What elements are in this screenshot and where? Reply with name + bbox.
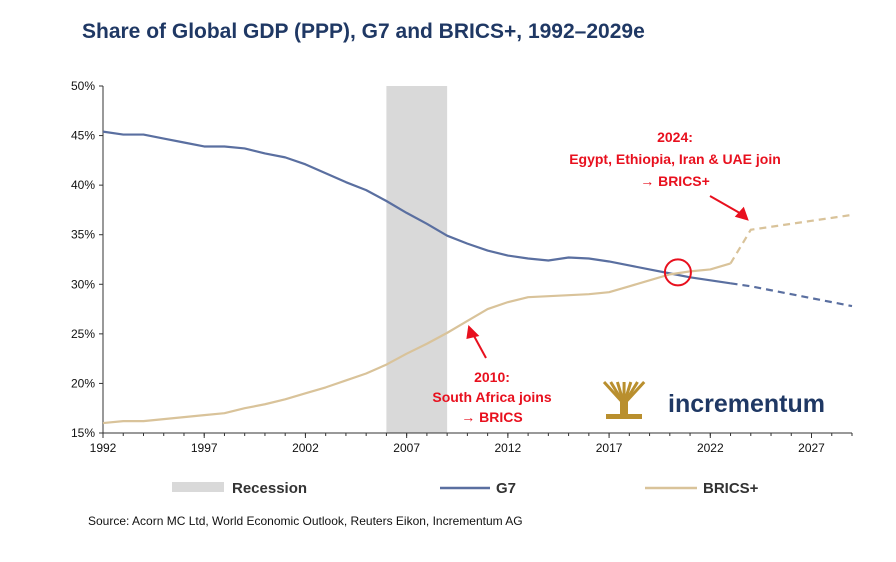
annotation-2024-line: 2024: <box>657 129 693 145</box>
y-tick-label: 40% <box>71 178 95 192</box>
y-tick-label: 35% <box>71 228 95 242</box>
crossover-circle <box>663 258 692 287</box>
series-g7-forecast <box>730 282 853 308</box>
annotation-2010-line: South Africa joins <box>432 389 551 405</box>
chart-title: Share of Global GDP (PPP), G7 and BRICS+… <box>82 20 645 43</box>
x-tick-label: 1997 <box>191 441 218 455</box>
annotation-2024-arrow <box>709 195 744 216</box>
x-tick-label: 2027 <box>798 441 825 455</box>
annotation-2010-line: → BRICS <box>461 409 522 425</box>
recession-band <box>386 86 448 433</box>
annotation-2024-line: → BRICS+ <box>640 173 710 189</box>
x-tick-label: 2012 <box>495 441 522 455</box>
series-g7-line <box>102 130 731 285</box>
incrementum-logo-icon <box>600 378 648 422</box>
series-brics-forecast <box>729 213 853 265</box>
y-tick-label: 20% <box>71 376 95 390</box>
y-tick-label: 50% <box>71 79 95 93</box>
source-note: Source: Acorn MC Ltd, World Economic Out… <box>88 514 523 528</box>
annotation-2010-line: 2010: <box>474 369 510 385</box>
x-tick-label: 2022 <box>697 441 724 455</box>
y-tick-label: 30% <box>71 277 95 291</box>
annotation-2024-arrowhead <box>734 206 749 221</box>
incrementum-logo-text: incrementum <box>668 390 825 418</box>
x-tick-label: 1992 <box>90 441 117 455</box>
legend-brics-label: BRICS+ <box>703 480 759 497</box>
legend-g7-label: G7 <box>496 480 516 497</box>
y-tick-label: 15% <box>71 426 95 440</box>
y-tick-label: 45% <box>71 129 95 143</box>
legend-recession-label: Recession <box>232 480 307 497</box>
legend-recession-swatch <box>172 482 224 492</box>
y-tick-label: 25% <box>71 327 95 341</box>
annotation-2024-line: Egypt, Ethiopia, Iran & UAE join <box>569 151 781 167</box>
x-tick-label: 2007 <box>393 441 420 455</box>
x-tick-label: 2017 <box>596 441 623 455</box>
x-tick-label: 2002 <box>292 441 319 455</box>
annotation-2010-arrow <box>471 332 487 359</box>
annotation-2010-arrowhead <box>466 324 480 339</box>
series-brics-line <box>102 262 731 425</box>
